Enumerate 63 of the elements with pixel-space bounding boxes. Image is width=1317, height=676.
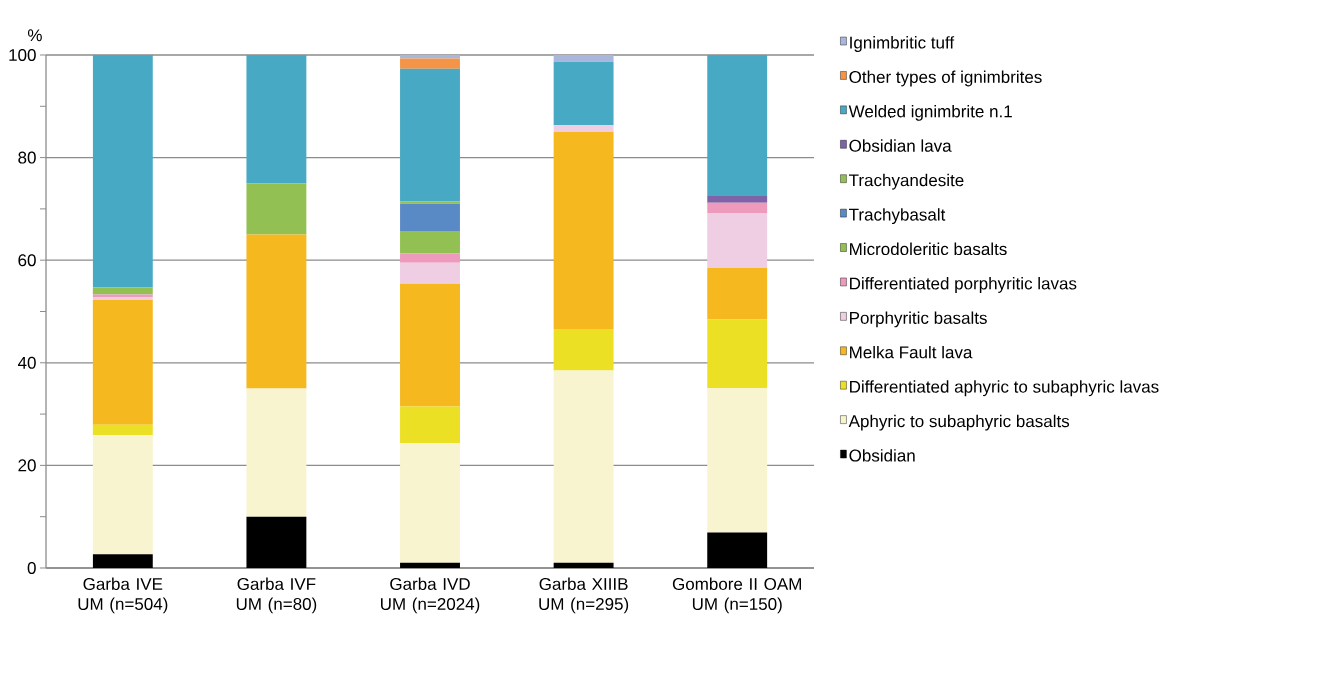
bar [92,299,153,425]
bar [707,202,768,213]
legend-label: Differentiated aphyric to subaphyric lavas [850,380,1159,397]
bar [400,443,460,563]
y-axis-title: % [27,29,42,42]
legend-label: Differentiated porphyritic lavas [850,277,1077,293]
bar [400,201,460,204]
bar [400,58,460,69]
bar [92,435,153,555]
legend-label: Ignimbritic tuff [850,36,955,52]
legend-label: Obsidian [849,449,915,462]
y-tick-label: 40 [17,356,36,369]
legend-label: Microdoleritic basalts [850,242,1007,256]
legend-label: Welded ignimbrite n.1 [848,104,1012,121]
y-tick-label: 0 [27,561,36,575]
bar [400,54,460,59]
bar [707,387,768,533]
bar [400,562,460,568]
x-tick-label: Garba IVF UM (n=80) [236,577,317,614]
legend-label: Other types of ignimbrites [849,70,1042,87]
bar [92,554,153,568]
bar [707,267,768,320]
bar [246,234,307,389]
bar [246,54,307,184]
bar [246,388,307,517]
legend-label: Porphyritic basalts [850,311,987,328]
bar [400,203,460,231]
bar [400,406,460,444]
bar [400,262,460,284]
bar [400,230,460,254]
bar [92,424,153,436]
y-tick-label: 60 [18,254,36,267]
bar [553,54,614,62]
bar [246,516,307,568]
bar [707,532,768,568]
x-tick-label: Garba IVD UM (n=2024) [381,577,480,614]
bar [553,562,614,568]
bar [553,131,614,329]
bar [92,54,153,288]
x-tick-label: Garba XIIIB UM (n=295) [539,577,629,614]
bar [553,125,614,132]
legend-label: Trachyandesite [849,173,964,190]
bar [707,54,768,197]
bar [553,370,614,563]
bar [553,61,614,126]
bar [400,283,460,407]
y-tick-label: 20 [18,459,36,472]
y-tick-label: 100 [9,48,36,62]
bar [92,287,153,295]
legend-label: Trachybasalt [849,208,946,225]
legend-label: Obsidian lava [849,139,952,152]
bar [707,196,768,203]
bar [707,319,768,388]
legend-label: Melka Fault lava [850,345,973,359]
x-tick-label: Garba IVE UM (n=504) [78,577,168,614]
bar [553,328,614,371]
bar [400,253,460,263]
bar [707,212,768,268]
y-tick-label: 80 [18,151,36,164]
legend-label: Aphyric to subaphyric basalts [848,414,1070,431]
bar [246,183,307,235]
bar [400,68,460,202]
x-tick-label: Gombore II OAM UM (n=150) [672,577,801,614]
